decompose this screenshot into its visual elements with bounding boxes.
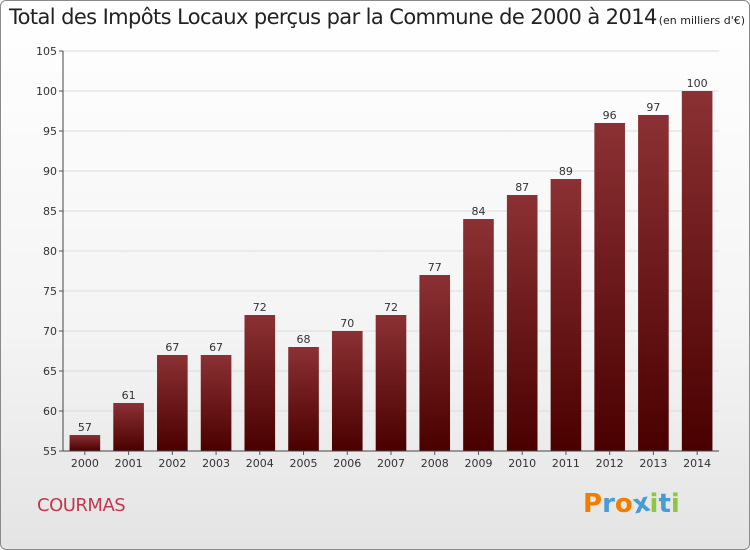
bar-value-label: 84: [471, 205, 485, 218]
y-tick-label: 105: [36, 45, 57, 58]
bar-value-label: 57: [78, 421, 92, 434]
logo-letter: r: [602, 489, 615, 519]
bar-value-label: 100: [687, 77, 708, 90]
bar: [157, 355, 188, 451]
y-tick-label: 70: [43, 325, 57, 338]
bar: [594, 123, 625, 451]
bar: [69, 435, 101, 451]
bar-value-label: 72: [253, 301, 267, 314]
bar-value-label: 61: [122, 389, 136, 402]
bar-value-label: 97: [646, 101, 660, 114]
bar: [244, 315, 276, 451]
bar-value-label: 96: [603, 109, 617, 122]
x-tick-label: 2014: [683, 457, 711, 470]
x-tick-label: 2002: [158, 457, 186, 470]
x-tick-label: 2008: [421, 457, 449, 470]
bar: [550, 179, 582, 451]
x-tick-label: 2010: [508, 457, 536, 470]
bar: [200, 355, 232, 451]
y-tick-label: 95: [43, 125, 57, 138]
bar: [419, 275, 451, 451]
bar-value-label: 77: [428, 261, 442, 274]
axes: 55 60 65 70 75 80 85 90 95 100 105 2000 2001 2002 2003…: [36, 45, 719, 470]
x-tick-label: 2012: [596, 457, 624, 470]
proxiti-logo: Proxiti: [583, 488, 680, 521]
commune-name: COURMAS: [37, 495, 126, 516]
bar-value-label: 67: [165, 341, 179, 354]
bar: [638, 115, 669, 451]
x-tick-label: 2001: [115, 457, 143, 470]
bar-value-label: 70: [340, 317, 354, 330]
x-tick-label: 2000: [71, 457, 99, 470]
bars: 57 61 67 67 72 68 70 72 77 84 87 89 96 97 100: [69, 77, 713, 451]
y-tick-label: 85: [43, 205, 57, 218]
y-tick-label: 75: [43, 285, 57, 298]
logo-letter: o: [614, 489, 633, 519]
bar: [681, 91, 713, 451]
bar: [288, 347, 319, 451]
bar-value-label: 68: [297, 333, 311, 346]
bar: [506, 195, 538, 451]
y-tick-label: 80: [43, 245, 57, 258]
chart-title: Total des Impôts Locaux perçus par la Co…: [9, 5, 745, 29]
y-tick-label: 65: [43, 365, 57, 378]
bar-value-label: 67: [209, 341, 223, 354]
x-tick-label: 2005: [290, 457, 318, 470]
logo-letter: P: [583, 489, 603, 519]
logo-letter: i: [649, 489, 659, 519]
x-tick-label: 2007: [377, 457, 405, 470]
x-tick-label: 2011: [552, 457, 580, 470]
bar-value-label: 87: [515, 181, 529, 194]
bar: [113, 403, 144, 451]
x-tick-label: 2013: [639, 457, 667, 470]
y-tick-label: 55: [43, 445, 57, 458]
x-tick-label: 2003: [202, 457, 230, 470]
bar: [463, 219, 494, 451]
chart-subtitle: (en milliers d'€): [658, 14, 746, 27]
chart-title-main: Total des Impôts Locaux perçus par la Co…: [9, 5, 657, 29]
logo-letter: i: [670, 489, 680, 519]
bar-value-label: 89: [559, 165, 573, 178]
bar-value-label: 72: [384, 301, 398, 314]
x-tick-label: 2006: [333, 457, 361, 470]
y-tick-label: 90: [43, 165, 57, 178]
y-tick-label: 100: [36, 85, 57, 98]
bar: [331, 331, 363, 451]
bar: [375, 315, 407, 451]
x-tick-label: 2009: [464, 457, 492, 470]
x-tick-label: 2004: [246, 457, 274, 470]
logo-letter: t: [658, 489, 671, 519]
y-tick-label: 60: [43, 405, 57, 418]
